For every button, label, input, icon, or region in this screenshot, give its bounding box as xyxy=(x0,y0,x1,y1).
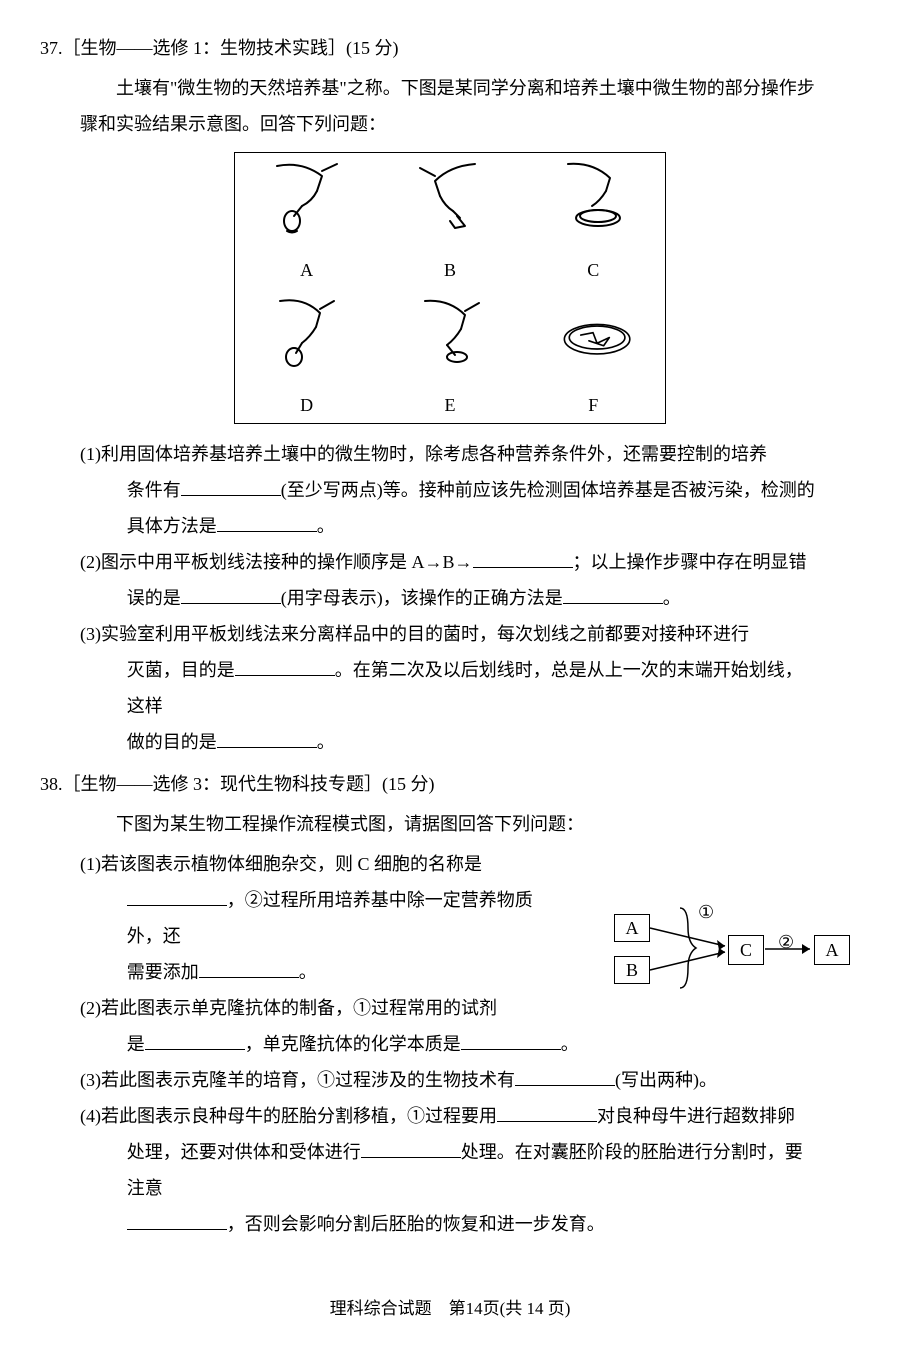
page-footer: 理科综合试题 第14页(共 14 页) xyxy=(40,1292,860,1326)
blank xyxy=(199,957,299,978)
q37-sub1-line2: 条件有 (至少写两点)等。接种前应该先检测固体培养基是否被污染，检测的 xyxy=(80,472,820,508)
t: 具体方法是 xyxy=(127,516,217,536)
t: 误的是 xyxy=(127,588,181,608)
q37-intro: 土壤有"微生物的天然培养基"之称。下图是某同学分离和培养土壤中微生物的部分操作步… xyxy=(80,70,820,142)
t: ，否则会影响分割后胚胎的恢复和进一步发育。 xyxy=(227,1214,605,1234)
t: 。 xyxy=(299,962,317,982)
fig-label-f: F xyxy=(588,387,598,423)
blank xyxy=(217,511,317,532)
t: ；以上操作步骤中存在明显错 xyxy=(573,552,807,572)
t: 。 xyxy=(663,588,681,608)
t: (写出两种)。 xyxy=(615,1070,717,1090)
t: 做的目的是 xyxy=(127,732,217,752)
t: 灭菌，目的是 xyxy=(127,660,235,680)
q37-figure: A B C D E xyxy=(234,152,666,424)
t: ，单克隆抗体的化学本质是 xyxy=(245,1034,461,1054)
box-a1: A xyxy=(614,914,650,942)
blank xyxy=(515,1065,615,1086)
t: 。 xyxy=(317,516,335,536)
t: 对良种母牛进行超数排卵 xyxy=(597,1106,795,1126)
blank xyxy=(563,583,663,604)
fig-label-e: E xyxy=(444,387,455,423)
t: (4)若此图表示良种母牛的胚胎分割移植，①过程要用 xyxy=(80,1106,497,1126)
fig-hand-a xyxy=(262,156,352,248)
q37-sub3-line3: 做的目的是 。 xyxy=(80,724,820,760)
fig-label-b: B xyxy=(444,252,456,288)
blank xyxy=(127,885,227,906)
q38-diagram: ① A B C ② A xyxy=(570,898,860,1008)
blank xyxy=(361,1137,461,1158)
q37-sub1-line1: (1)利用固体培养基培养土壤中的微生物时，除考虑各种营养条件外，还需要控制的培养 xyxy=(80,436,820,472)
fig-label-c: C xyxy=(587,252,599,288)
fig-hand-c xyxy=(548,156,638,248)
blank xyxy=(181,583,281,604)
q38-sub1-line3: 需要添加 。 xyxy=(80,954,540,990)
fig-hand-e xyxy=(405,291,495,383)
q38-intro: 下图为某生物工程操作流程模式图，请据图回答下列问题： xyxy=(80,806,820,842)
blank xyxy=(461,1029,561,1050)
t: 。 xyxy=(317,732,335,752)
q38-sub1-line2: ，②过程所用培养基中除一定营养物质外，还 xyxy=(80,882,540,954)
blank xyxy=(235,655,335,676)
q37-sub3-line2: 灭菌，目的是。在第二次及以后划线时，总是从上一次的末端开始划线，这样 xyxy=(80,652,820,724)
blank xyxy=(497,1101,597,1122)
q37-header: 37.［生物——选修 1：生物技术实践］(15 分) xyxy=(40,30,860,66)
fig-hand-b xyxy=(405,156,495,248)
blank xyxy=(127,1209,227,1230)
q37-sub2-line1: (2)图示中用平板划线法接种的操作顺序是 A→B→ ；以上操作步骤中存在明显错 xyxy=(80,544,820,580)
t: (2)图示中用平板划线法接种的操作顺序是 A→B→ xyxy=(80,552,473,572)
t: 。 xyxy=(561,1034,579,1054)
brace-label: ① xyxy=(698,894,714,930)
t: 条件有 xyxy=(127,480,181,500)
q37-sub1-line3: 具体方法是 。 xyxy=(80,508,820,544)
t: 需要添加 xyxy=(127,962,199,982)
blank xyxy=(217,727,317,748)
blank xyxy=(181,475,281,496)
arrow-label: ② xyxy=(778,924,794,960)
q38-sub4-line2: 处理，还要对供体和受体进行处理。在对囊胚阶段的胚胎进行分割时，要注意 xyxy=(80,1134,820,1206)
q38-sub2-line2: 是 ，单克隆抗体的化学本质是 。 xyxy=(80,1026,820,1062)
blank xyxy=(473,547,573,568)
q37-sub3-line1: (3)实验室利用平板划线法来分离样品中的目的菌时，每次划线之前都要对接种环进行 xyxy=(80,616,820,652)
box-a2: A xyxy=(814,935,850,965)
q38-sub4-line1: (4)若此图表示良种母牛的胚胎分割移植，①过程要用 对良种母牛进行超数排卵 xyxy=(80,1098,820,1134)
q38-sub1-line1: (1)若该图表示植物体细胞杂交，则 C 细胞的名称是 xyxy=(80,846,540,882)
fig-label-a: A xyxy=(300,252,313,288)
box-b: B xyxy=(614,956,650,984)
fig-hand-d xyxy=(262,291,352,383)
fig-label-d: D xyxy=(300,387,313,423)
t: 处理，还要对供体和受体进行 xyxy=(127,1142,361,1162)
fig-hand-f xyxy=(548,291,638,383)
q38-sub2-line1: (2)若此图表示单克隆抗体的制备，①过程常用的试剂 xyxy=(80,990,540,1026)
q38-sub4-line3: ，否则会影响分割后胚胎的恢复和进一步发育。 xyxy=(80,1206,820,1242)
q38-sub3: (3)若此图表示克隆羊的培育，①过程涉及的生物技术有 (写出两种)。 xyxy=(80,1062,820,1098)
box-c: C xyxy=(728,935,764,965)
t: 是 xyxy=(127,1034,145,1054)
t: (至少写两点)等。接种前应该先检测固体培养基是否被污染，检测的 xyxy=(281,480,815,500)
q38-header: 38.［生物——选修 3：现代生物科技专题］(15 分) xyxy=(40,766,860,802)
q37-sub2-line2: 误的是 (用字母表示)，该操作的正确方法是 。 xyxy=(80,580,820,616)
t: (用字母表示)，该操作的正确方法是 xyxy=(281,588,563,608)
blank xyxy=(145,1029,245,1050)
t: (3)若此图表示克隆羊的培育，①过程涉及的生物技术有 xyxy=(80,1070,515,1090)
